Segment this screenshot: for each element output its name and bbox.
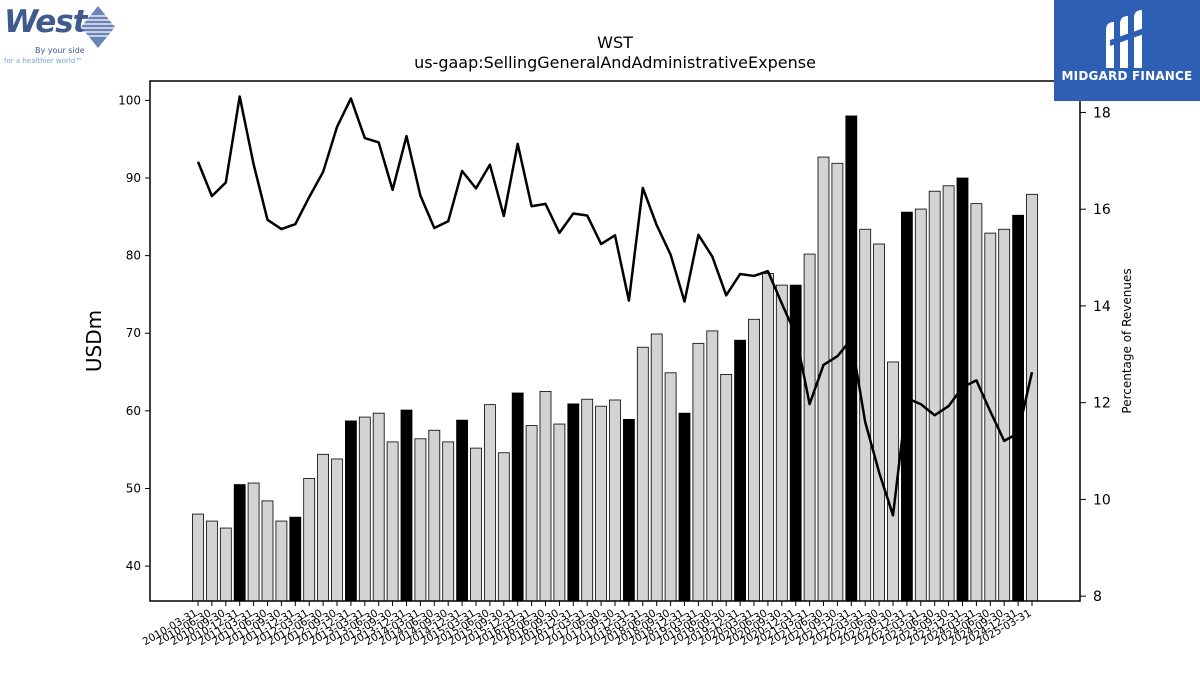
bar-series <box>192 115 1038 602</box>
bar <box>970 203 983 602</box>
bar <box>317 453 330 602</box>
bar <box>636 346 649 602</box>
bar <box>192 513 204 602</box>
bar <box>873 243 885 602</box>
company-tagline-secondary: for a healthier world™ <box>4 57 83 65</box>
bar <box>623 418 635 602</box>
y2-tick-label: 12 <box>1093 396 1111 412</box>
bar <box>414 438 427 602</box>
company-logo: West By your side for a healthier world™ <box>4 4 116 70</box>
bar <box>470 447 482 602</box>
bar <box>1012 214 1024 602</box>
bar <box>609 399 621 602</box>
bar <box>956 177 969 602</box>
publisher-name: MIDGARD FINANCE <box>1061 69 1193 83</box>
bar <box>692 342 705 602</box>
bar <box>497 452 510 602</box>
bar <box>372 412 385 602</box>
bar <box>233 484 246 602</box>
bar <box>275 520 288 602</box>
bar <box>400 409 413 602</box>
bar <box>442 441 455 602</box>
bar <box>483 404 496 602</box>
chart-title: WST <box>597 33 633 52</box>
y2-axis-label: Percentage of Revenues <box>1120 268 1134 413</box>
bar <box>678 412 691 602</box>
bar <box>205 520 218 602</box>
y2-axis-ticks: 8 10 12 14 16 18 <box>1080 105 1111 605</box>
bar <box>803 253 816 602</box>
bar <box>748 318 760 602</box>
bar <box>928 190 941 602</box>
y2-tick-label: 14 <box>1093 299 1111 315</box>
bar <box>581 398 594 602</box>
y-tick-label: 90 <box>126 171 141 185</box>
y-tick-label: 50 <box>126 481 141 495</box>
bar <box>706 330 719 602</box>
percentage-line-series <box>196 95 1034 517</box>
bar <box>303 477 316 602</box>
bar <box>595 405 607 602</box>
y2-tick-label: 10 <box>1093 492 1111 508</box>
x-axis-ticks: 2010-03-312010-06-302010-09-302010-12-31… <box>141 601 1034 648</box>
diamond-icon <box>81 6 115 48</box>
y2-tick-label: 16 <box>1093 202 1111 218</box>
bar <box>539 391 552 602</box>
company-logo-wordmark: West <box>4 4 88 40</box>
bar <box>289 516 302 602</box>
company-tagline: By your side <box>35 46 85 55</box>
bar <box>664 372 677 602</box>
bar <box>344 420 357 602</box>
bar <box>1026 193 1038 602</box>
y-tick-label: 100 <box>118 93 141 107</box>
bar <box>998 228 1011 602</box>
y-axis-label: USDm <box>82 310 106 372</box>
bar <box>831 162 844 602</box>
bar <box>358 416 371 602</box>
bar <box>331 458 343 602</box>
bar <box>261 500 274 602</box>
bar <box>511 392 524 602</box>
y-tick-label: 70 <box>126 326 141 340</box>
y-tick-label: 40 <box>126 559 141 573</box>
y2-tick-label: 8 <box>1093 589 1102 605</box>
bar <box>762 273 774 602</box>
bar <box>247 482 260 602</box>
publisher-logo: MIDGARD FINANCE <box>1054 0 1200 101</box>
bar <box>775 284 788 602</box>
publisher-mark-icon <box>1106 10 1144 68</box>
bar <box>567 403 580 602</box>
plot-frame <box>149 80 1081 602</box>
bar <box>942 185 955 602</box>
chart-subtitle: us-gaap:SellingGeneralAndAdministrativeE… <box>414 53 816 72</box>
bar <box>219 527 232 602</box>
y2-tick-label: 18 <box>1093 105 1111 121</box>
bar <box>720 373 733 602</box>
y-axis-ticks: 40 50 60 70 80 90 100 <box>118 93 150 573</box>
bar <box>386 441 399 602</box>
bar <box>525 425 538 602</box>
bar <box>553 423 566 602</box>
bar <box>650 333 663 602</box>
bar <box>428 429 441 602</box>
percentage-line <box>196 95 1034 517</box>
bar <box>734 339 746 602</box>
bar <box>456 419 469 602</box>
y-tick-label: 60 <box>126 404 141 418</box>
y-tick-label: 80 <box>126 249 141 263</box>
